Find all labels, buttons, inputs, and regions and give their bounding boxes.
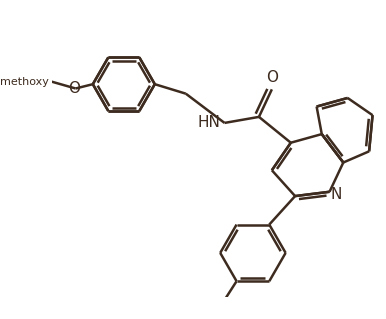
Text: N: N <box>331 187 342 202</box>
Text: O: O <box>68 81 80 96</box>
Text: O: O <box>266 70 278 85</box>
Text: HN: HN <box>197 115 220 130</box>
Text: methoxy: methoxy <box>0 77 49 86</box>
